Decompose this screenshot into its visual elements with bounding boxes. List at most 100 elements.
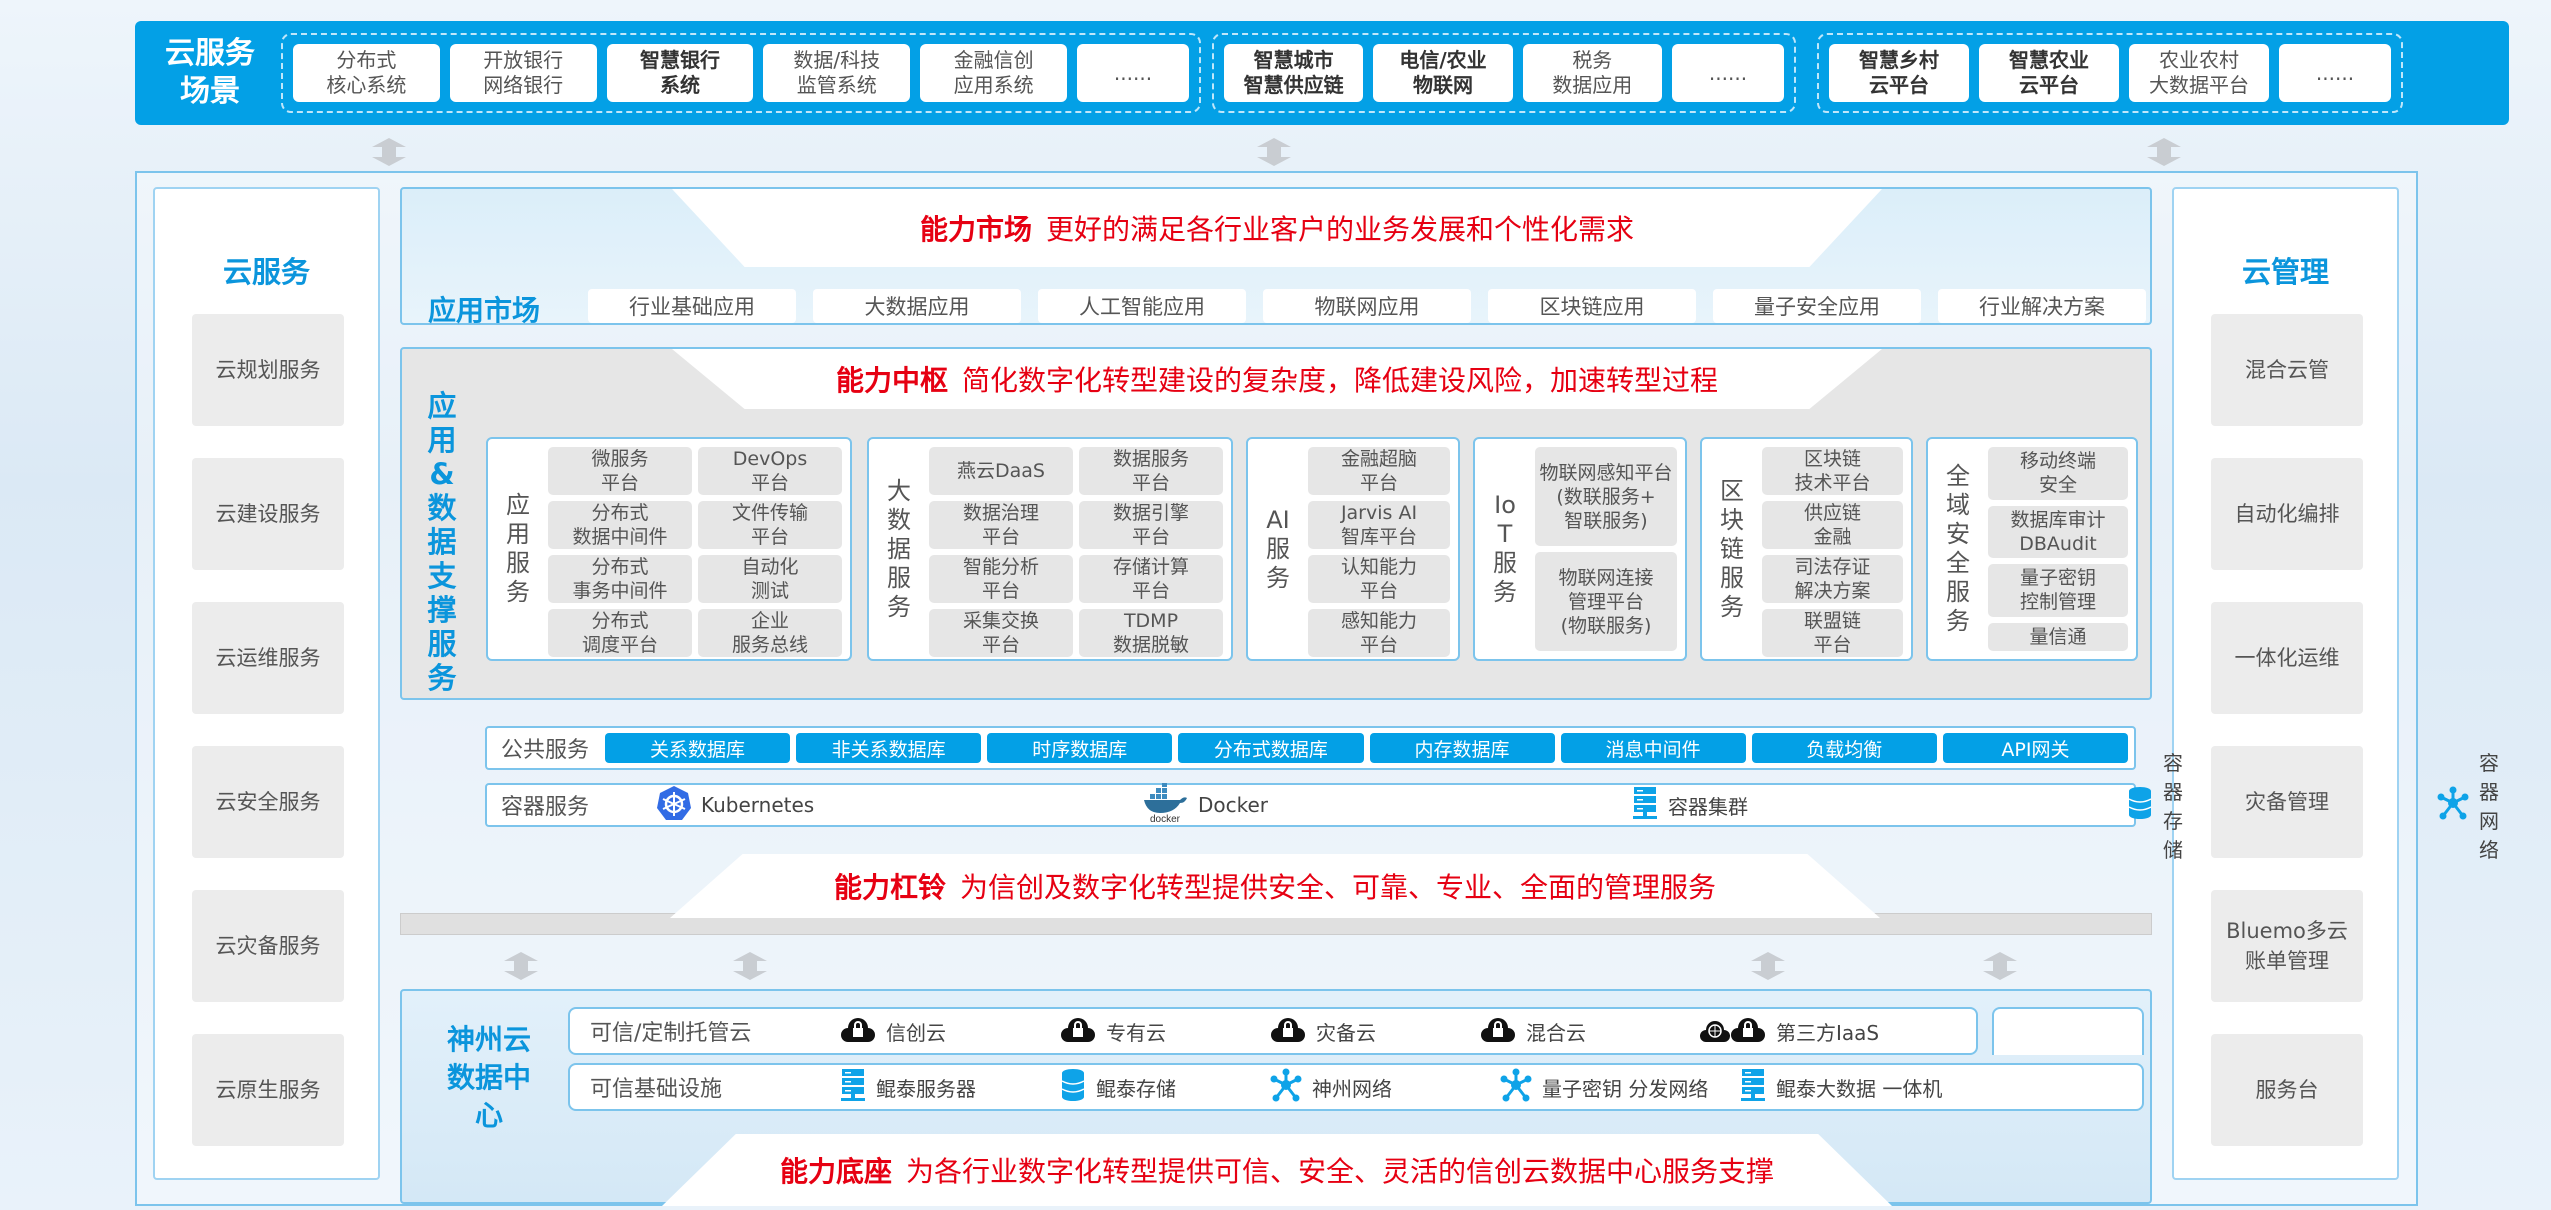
service-cell[interactable]: 采集交换 平台 [929,609,1073,657]
container-service-item[interactable]: Kubernetes [657,785,814,823]
right-panel-item[interactable]: 服务台 [2211,1034,2363,1146]
service-cells: 金融超脑 平台 Jarvis AI 智库平台 认知能力 平台 感知能力 平台 [1308,447,1450,657]
container-service-item[interactable]: 容器网络 [2437,751,2499,862]
service-cell[interactable]: 金融超脑 平台 [1308,447,1450,495]
database-icon [2127,786,2153,825]
right-panel-item[interactable]: 一体化运维 [2211,602,2363,714]
service-cell[interactable]: 分布式 事务中间件 [548,555,692,603]
app-market-item[interactable]: 人工智能应用 [1038,289,1246,323]
scenario-item[interactable]: ...... [2279,44,2391,102]
right-panel-item[interactable]: 灾备管理 [2211,746,2363,858]
service-cell[interactable]: Jarvis AI 智库平台 [1308,501,1450,549]
bidirectional-arrow-icon [733,952,767,980]
infra-item: 量子密钥 分发网络 [1500,1068,1708,1107]
left-panel-item[interactable]: 云运维服务 [192,602,344,714]
cloud-management-title: 云管理 [2241,255,2329,289]
service-cell[interactable]: 物联网感知平台 (数联服务+ 智联服务) [1535,447,1677,546]
left-panel-item[interactable]: 云安全服务 [192,746,344,858]
container-service-item[interactable]: 容器存储 [2127,751,2183,862]
scenario-item[interactable]: 农业农村 大数据平台 [2129,44,2269,102]
service-cell[interactable]: 量子密钥 控制管理 [1988,564,2128,617]
right-panel-item[interactable]: 混合云管 [2211,314,2363,426]
infra-item: 鲲泰服务器 [840,1068,976,1105]
public-service-button[interactable]: API网关 [1942,733,2128,763]
app-market-item[interactable]: 量子安全应用 [1713,289,1921,323]
infra-item-label: 神州网络 [1312,1076,1392,1101]
heading-bold: 能力底座 [779,1155,892,1188]
scenario-item[interactable]: ...... [1076,44,1189,102]
right-panel-item[interactable]: 自动化编排 [2211,458,2363,570]
globe-cloud-lock-icon [1700,1015,1766,1048]
scenario-item[interactable]: ...... [1671,44,1784,102]
service-cell[interactable]: TDMP 数据脱敏 [1079,609,1223,657]
public-service-button[interactable]: 关系数据库 [605,733,791,763]
hosted-item: 第三方IaaS [1700,1013,1879,1049]
service-cell[interactable]: 供应链 金融 [1762,501,1903,549]
scenario-item[interactable]: 智慧农业 云平台 [1979,44,2119,102]
service-cell[interactable]: DevOps 平台 [698,447,842,495]
service-cell[interactable]: 数据库审计 DBAudit [1988,505,2128,558]
left-panel-item[interactable]: 云建设服务 [192,458,344,570]
container-service-item[interactable]: 容器集群 [1632,786,1748,823]
service-group-label: 大数据服务 [887,476,911,621]
service-cell[interactable]: 存储计算 平台 [1079,555,1223,603]
container-service-label: 容器集群 [1668,794,1748,819]
service-cell[interactable]: 数据治理 平台 [929,501,1073,549]
hosted-item: 信创云 [840,1013,946,1049]
service-cell[interactable]: 文件传输 平台 [698,501,842,549]
service-cell[interactable]: 量信通 [1988,622,2128,651]
service-cell[interactable]: 自动化 测试 [698,555,842,603]
public-service-button[interactable]: 时序数据库 [987,733,1173,763]
container-service-item[interactable]: docker Docker [1142,782,1268,825]
service-cell[interactable]: 联盟链 平台 [1762,609,1903,657]
app-market-item[interactable]: 行业解决方案 [1938,289,2146,323]
scenario-item[interactable]: 数据/科技 监管系统 [763,44,911,102]
scenario-item[interactable]: 智慧城市 智慧供应链 [1224,44,1364,102]
hosted-item-label: 灾备云 [1316,1020,1376,1045]
cloud-scenarios-banner: 云服务 场景 分布式 核心系统 开放银行 网络银行 智慧银行 系统 数据/科技 监管系… [135,21,2509,125]
public-service-button[interactable]: 非关系数据库 [796,733,982,763]
docker-icon: docker [1142,782,1188,828]
service-cells: 区块链 技术平台 供应链 金融 司法存证 解决方案 联盟链 平台 [1762,447,1903,657]
left-panel-item[interactable]: 云规划服务 [192,314,344,426]
public-service-button[interactable]: 内存数据库 [1369,733,1555,763]
public-service-button[interactable]: 消息中间件 [1560,733,1746,763]
container-services-label: 容器服务 [501,795,590,820]
scenario-item[interactable]: 电信/农业 物联网 [1373,44,1513,102]
service-cell[interactable]: 数据引擎 平台 [1079,501,1223,549]
service-group: 区块链服务 区块链 技术平台 供应链 金融 司法存证 解决方案 联盟链 平台 [1700,437,1913,661]
app-market-item[interactable]: 大数据应用 [813,289,1021,323]
scenario-item[interactable]: 金融信创 应用系统 [920,44,1067,102]
service-cell[interactable]: 微服务 平台 [548,447,692,495]
service-cell[interactable]: 感知能力 平台 [1308,609,1450,657]
service-cell[interactable]: 数据服务 平台 [1079,447,1223,495]
public-service-button[interactable]: 分布式数据库 [1178,733,1364,763]
scenario-item[interactable]: 智慧乡村 云平台 [1829,44,1969,102]
service-cell[interactable]: 智能分析 平台 [929,555,1073,603]
service-cell[interactable]: 分布式 调度平台 [548,609,692,657]
service-cell[interactable]: 认知能力 平台 [1308,555,1450,603]
app-market-item[interactable]: 行业基础应用 [588,289,796,323]
service-cell[interactable]: 司法存证 解决方案 [1762,555,1903,603]
scenario-item[interactable]: 智慧银行 系统 [606,44,754,102]
network-icon [1500,1068,1532,1107]
service-cell[interactable]: 移动终端 安全 [1988,447,2128,500]
scenario-item[interactable]: 税务 数据应用 [1522,44,1662,102]
app-market-item[interactable]: 物联网应用 [1263,289,1471,323]
service-cell[interactable]: 企业 服务总线 [698,609,842,657]
scenario-item[interactable]: 开放银行 网络银行 [449,44,597,102]
server-icon [1740,1068,1766,1107]
service-cell[interactable]: 燕云DaaS [929,447,1073,495]
service-cell[interactable]: 区块链 技术平台 [1762,447,1903,495]
left-panel-item[interactable]: 云原生服务 [192,1034,344,1146]
right-panel-item[interactable]: Bluemo多云 账单管理 [2211,890,2363,1002]
infra-item: 鲲泰存储 [1060,1068,1176,1105]
scenario-item[interactable]: 分布式 核心系统 [293,44,440,102]
hosted-item-label: 信创云 [886,1020,946,1045]
service-cell[interactable]: 物联网连接 管理平台 (物联服务) [1535,552,1677,651]
left-panel-item[interactable]: 云灾备服务 [192,890,344,1002]
public-service-button[interactable]: 负载均衡 [1751,733,1937,763]
service-cell[interactable]: 分布式 数据中间件 [548,501,692,549]
app-market-item[interactable]: 区块链应用 [1488,289,1696,323]
hosted-cloud-label: 可信/定制托管云 [590,1021,752,1046]
